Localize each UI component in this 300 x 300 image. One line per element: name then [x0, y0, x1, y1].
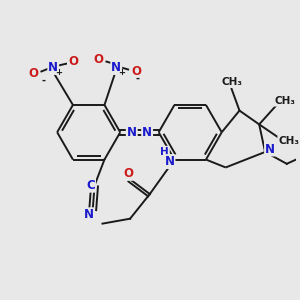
- Text: O: O: [123, 167, 133, 180]
- Text: H: H: [160, 147, 169, 157]
- Text: -: -: [41, 75, 45, 85]
- Text: -: -: [136, 73, 140, 83]
- Text: N: N: [84, 208, 94, 221]
- Text: C: C: [86, 179, 95, 192]
- Text: N: N: [111, 61, 121, 74]
- Text: O: O: [28, 67, 38, 80]
- Text: N: N: [127, 126, 137, 139]
- Text: CH₃: CH₃: [221, 77, 242, 87]
- Text: N: N: [48, 61, 58, 74]
- Text: O: O: [68, 55, 78, 68]
- Text: N: N: [265, 142, 275, 155]
- Text: +: +: [118, 68, 125, 77]
- Text: O: O: [94, 53, 103, 66]
- Text: CH₃: CH₃: [278, 136, 299, 146]
- Text: CH₃: CH₃: [274, 96, 295, 106]
- Text: O: O: [131, 65, 141, 78]
- Text: N: N: [164, 155, 175, 168]
- Text: N: N: [142, 126, 152, 139]
- Text: +: +: [55, 68, 62, 77]
